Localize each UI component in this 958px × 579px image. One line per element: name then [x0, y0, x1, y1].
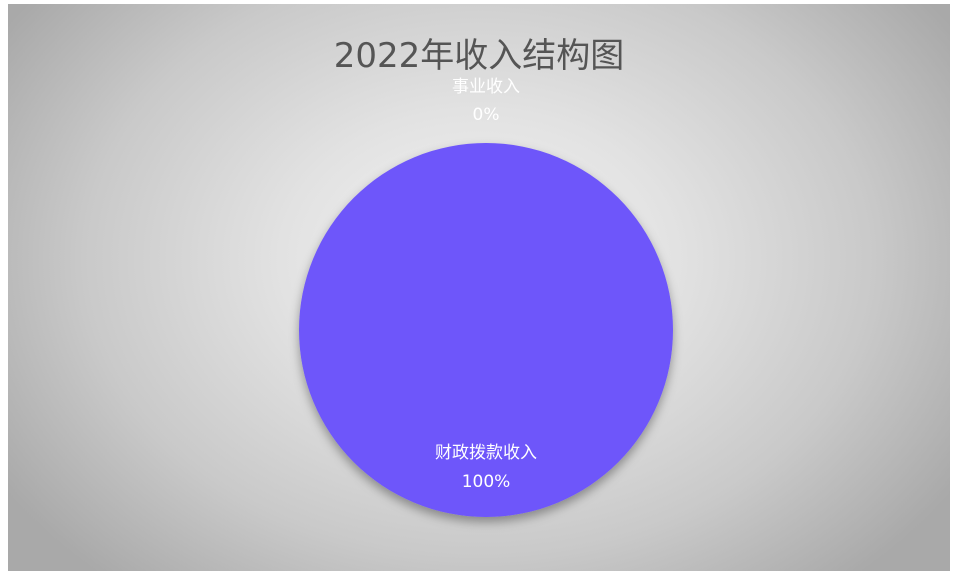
slice-percent-secondary: 0%: [473, 105, 500, 125]
chart-title: 2022年收入结构图: [333, 36, 625, 76]
slice-label-primary: 财政拨款收入: [435, 443, 537, 463]
pie-slice-0: [299, 143, 673, 517]
slice-percent-primary: 100%: [462, 472, 511, 492]
slice-label-secondary: 事业收入: [452, 77, 520, 97]
